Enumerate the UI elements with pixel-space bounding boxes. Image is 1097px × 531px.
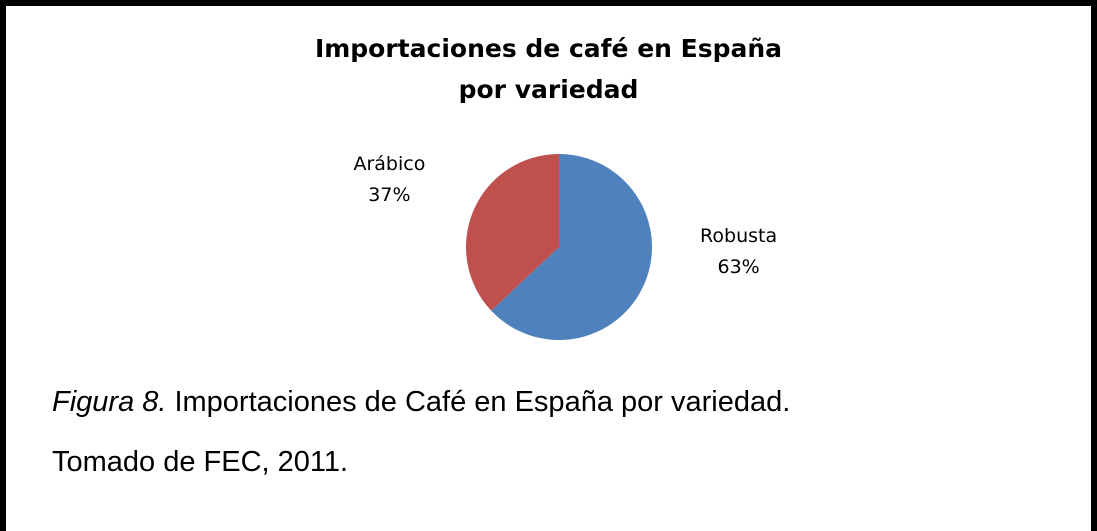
data-label: Robusta 63% bbox=[700, 221, 777, 283]
pie-slice bbox=[465, 154, 559, 311]
chart-title: Importaciones de café en España por vari… bbox=[314, 34, 783, 104]
value-label: 37% bbox=[368, 184, 411, 207]
pie-slice bbox=[491, 154, 652, 340]
category-label: Arábico bbox=[353, 153, 426, 176]
value-label: 63% bbox=[717, 255, 760, 278]
caption: Figura 8. Importaciones de Café en España… bbox=[52, 386, 790, 419]
caption-source: Tomado de FEC, 2011. bbox=[52, 446, 349, 478]
data-label: Arábico 37% bbox=[353, 149, 425, 211]
figure-number: Figura 8. bbox=[52, 386, 167, 418]
caption-text: Importaciones de Café en España por vari… bbox=[174, 386, 791, 418]
category-label: Robusta bbox=[700, 224, 778, 247]
